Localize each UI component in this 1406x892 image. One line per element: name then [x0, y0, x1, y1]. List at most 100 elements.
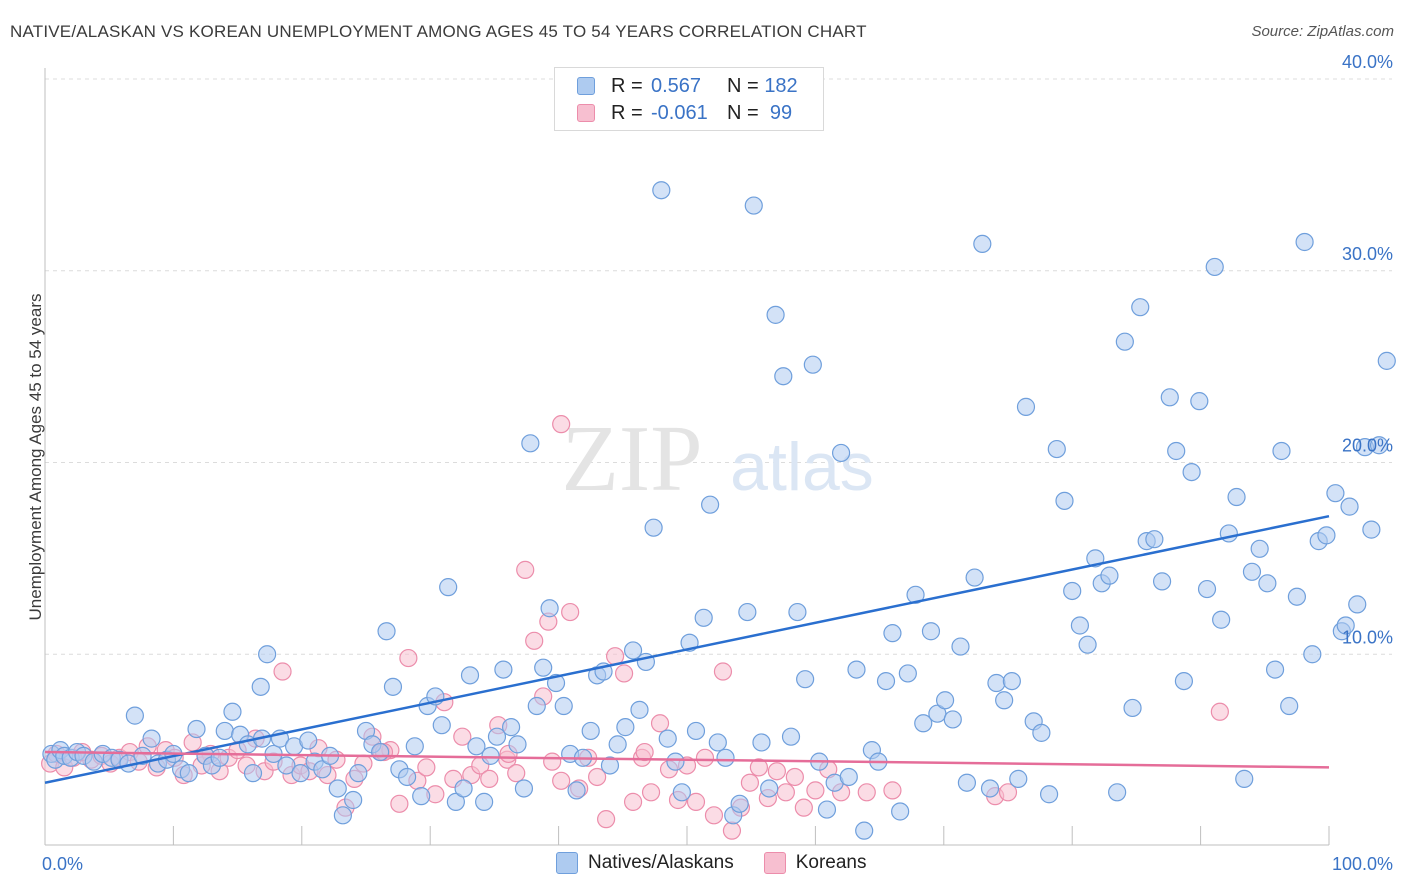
native-point: [951, 637, 970, 656]
native-point: [333, 806, 352, 825]
trend-lines: [44, 514, 1330, 784]
native-point: [847, 660, 866, 679]
native-point: [921, 622, 941, 641]
native-point: [344, 790, 363, 810]
native-point: [460, 666, 480, 685]
korean-point: [635, 742, 654, 762]
native-point: [730, 794, 749, 813]
native-point: [383, 677, 403, 696]
native-point: [701, 495, 720, 514]
native-point: [973, 234, 992, 254]
native-point: [600, 756, 620, 775]
native-point: [1002, 671, 1021, 691]
native-point: [467, 737, 486, 756]
native-point: [1100, 566, 1119, 585]
native-point: [1145, 530, 1164, 549]
watermark-atlas: atlas: [730, 429, 874, 505]
native-point: [371, 742, 390, 762]
native-point: [980, 779, 1000, 798]
native-point: [817, 800, 837, 819]
axes: [44, 68, 1330, 846]
korean-point: [806, 781, 825, 800]
native-point: [608, 735, 627, 754]
korean-point: [453, 727, 472, 746]
natives-r-value: 0.567: [651, 74, 702, 97]
series-legend: Natives/Alaskans Koreans: [556, 852, 897, 874]
korean-point: [998, 783, 1018, 802]
watermark-zip: ZIP: [562, 407, 703, 511]
korean-point: [749, 758, 769, 777]
native-point: [527, 696, 546, 716]
chart-title: NATIVE/ALASKAN VS KOREAN UNEMPLOYMENT AM…: [10, 22, 867, 41]
korean-point: [704, 806, 724, 825]
native-point: [1235, 769, 1254, 788]
koreans-r-value: -0.061: [651, 101, 708, 124]
native-point: [1131, 298, 1150, 317]
native-point: [1362, 520, 1381, 539]
korean-point: [417, 758, 436, 777]
native-point: [891, 802, 910, 821]
korean-point: [525, 631, 544, 650]
legend-row-natives: R = 0.567 N = 182: [577, 73, 801, 99]
native-point: [760, 779, 779, 798]
native-point: [142, 729, 161, 748]
native-point: [299, 731, 318, 750]
koreans-r-label: R =: [611, 101, 643, 124]
gridlines: [45, 78, 1392, 655]
native-point: [774, 367, 793, 386]
native-point: [1167, 441, 1186, 461]
tick-labels: 10.0% 20.0% 30.0% 40.0% 0.0% 100.0%: [42, 52, 1393, 874]
korean-point: [641, 783, 661, 802]
native-point: [1078, 635, 1097, 654]
native-point: [210, 748, 229, 767]
native-point: [481, 746, 500, 765]
native-point: [487, 727, 507, 746]
native-point: [187, 719, 206, 739]
natives-n-label: N =: [727, 74, 759, 97]
korean-point: [857, 783, 876, 802]
native-point: [1070, 616, 1090, 635]
native-point: [258, 645, 277, 664]
native-point: [1258, 574, 1277, 593]
native-point: [686, 721, 706, 741]
korean-point: [561, 602, 580, 622]
native-point: [405, 737, 424, 756]
native-point: [1190, 392, 1209, 411]
native-point: [1205, 257, 1224, 277]
native-point: [652, 181, 671, 200]
native-point: [1047, 439, 1066, 459]
native-point: [179, 764, 198, 783]
native-point: [616, 718, 635, 737]
koreans-trend-line: [44, 750, 1330, 769]
korean-point: [614, 664, 634, 683]
legend-item-natives[interactable]: Natives/Alaskans: [556, 852, 734, 874]
native-point: [1108, 783, 1127, 802]
korean-point: [552, 771, 571, 790]
native-point: [957, 773, 977, 792]
native-point: [521, 434, 540, 453]
y-tick-label: 20.0%: [1342, 436, 1393, 456]
native-point: [935, 691, 955, 710]
native-point: [1287, 587, 1307, 606]
native-point: [738, 602, 757, 622]
legend-row-koreans: R = -0.061 N = 99: [577, 100, 801, 126]
native-point: [554, 696, 573, 716]
korean-point: [785, 767, 804, 787]
natives-n-value: 182: [764, 74, 798, 97]
native-point: [328, 779, 347, 798]
native-point: [1016, 397, 1036, 416]
native-point: [291, 764, 310, 783]
koreans-n-value: 99: [769, 101, 793, 124]
native-point: [125, 706, 144, 725]
legend-item-koreans[interactable]: Koreans: [763, 852, 867, 874]
native-point: [215, 721, 234, 741]
native-point: [133, 746, 152, 765]
native-point: [987, 673, 1006, 693]
natives-trend-line: [44, 514, 1330, 784]
korean-point: [623, 792, 643, 811]
native-point: [1197, 579, 1217, 599]
korean-point: [794, 798, 813, 817]
native-point: [1280, 696, 1299, 716]
native-point: [1326, 484, 1345, 503]
korean-point: [1210, 702, 1229, 721]
